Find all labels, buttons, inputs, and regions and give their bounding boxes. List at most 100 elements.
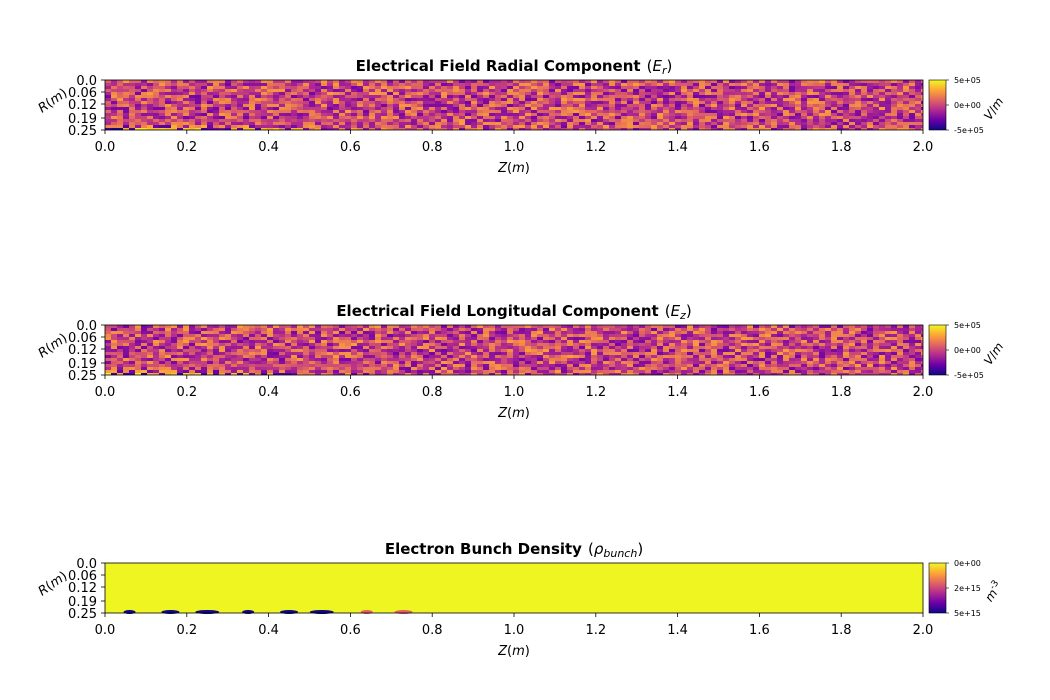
heatmap-cell: [567, 370, 573, 373]
heatmap-cell: [657, 364, 663, 367]
heatmap-cell: [207, 328, 213, 331]
heatmap-cell: [729, 334, 735, 337]
heatmap-cell: [597, 325, 603, 328]
heatmap-cell: [723, 92, 729, 95]
heatmap-cell: [363, 104, 369, 107]
heatmap-cell: [789, 334, 795, 337]
heatmap-cell: [735, 349, 741, 352]
heatmap-cell: [489, 107, 495, 110]
heatmap-cell: [783, 92, 789, 95]
heatmap-cell: [555, 325, 561, 328]
heatmap-cell: [519, 355, 525, 358]
heatmap-cell: [741, 104, 747, 107]
bunch-mark: [280, 610, 299, 614]
heatmap-cell: [699, 370, 705, 373]
heatmap-cell: [501, 373, 507, 375]
heatmap-cell: [339, 343, 345, 346]
heatmap-cell: [759, 122, 765, 125]
heatmap-cell: [861, 86, 867, 89]
heatmap-cell: [195, 125, 201, 128]
heatmap-cell: [237, 89, 243, 92]
heatmap-cell: [615, 116, 621, 119]
heatmap-cell: [195, 92, 201, 95]
heatmap-cell: [519, 343, 525, 346]
heatmap-cell: [723, 95, 729, 98]
heatmap-cell: [897, 328, 903, 331]
heatmap-cell: [435, 328, 441, 331]
heatmap-cell: [363, 89, 369, 92]
heatmap-cell: [363, 95, 369, 98]
heatmap-cell: [771, 95, 777, 98]
heatmap-cell: [567, 116, 573, 119]
heatmap-cell: [447, 334, 453, 337]
heatmap-cell: [447, 80, 453, 83]
heatmap-cell: [411, 352, 417, 355]
heatmap-cell: [345, 334, 351, 337]
heatmap-cell: [645, 83, 651, 86]
heatmap-cell: [669, 113, 675, 116]
heatmap-cell: [297, 89, 303, 92]
heatmap-cell: [855, 119, 861, 122]
heatmap-cell: [471, 355, 477, 358]
heatmap-cell: [357, 349, 363, 352]
heatmap-cell: [363, 328, 369, 331]
heatmap-cell: [387, 86, 393, 89]
heatmap-cell: [261, 331, 267, 334]
heatmap-cell: [429, 349, 435, 352]
heatmap-cell: [693, 80, 699, 83]
heatmap-cell: [309, 92, 315, 95]
heatmap-cell: [765, 334, 771, 337]
heatmap-cell: [459, 116, 465, 119]
heatmap-cell: [429, 89, 435, 92]
heatmap-cell: [363, 355, 369, 358]
heatmap-cell: [129, 119, 135, 122]
heatmap-cell: [627, 370, 633, 373]
heatmap-cell: [135, 343, 141, 346]
heatmap-cell: [561, 116, 567, 119]
heatmap-cell: [531, 110, 537, 113]
heatmap-cell: [711, 340, 717, 343]
heatmap-cell: [891, 101, 897, 104]
heatmap-cell: [147, 119, 153, 122]
heatmap-cell: [681, 331, 687, 334]
heatmap-cell: [369, 349, 375, 352]
heatmap-cell: [753, 101, 759, 104]
heatmap-cell: [585, 89, 591, 92]
heatmap-cell: [867, 98, 873, 101]
heatmap-cell: [243, 113, 249, 116]
heatmap-cell: [315, 89, 321, 92]
heatmap-cell: [291, 355, 297, 358]
heatmap-cell: [657, 334, 663, 337]
heatmap-cell: [129, 349, 135, 352]
heatmap-cell: [123, 83, 129, 86]
heatmap-cell: [225, 95, 231, 98]
heatmap-cell: [567, 86, 573, 89]
heatmap-cell: [237, 370, 243, 373]
heatmap-cell: [129, 355, 135, 358]
heatmap-cell: [693, 92, 699, 95]
heatmap-cell: [723, 119, 729, 122]
heatmap-cell: [435, 95, 441, 98]
heatmap-cell: [555, 122, 561, 125]
heatmap-cell: [387, 107, 393, 110]
heatmap-cell: [573, 104, 579, 107]
heatmap-cell: [891, 95, 897, 98]
heatmap-cell: [483, 358, 489, 361]
heatmap-cell: [483, 122, 489, 125]
heatmap-cell: [333, 101, 339, 104]
heatmap-cell: [705, 325, 711, 328]
heatmap-cell: [861, 122, 867, 125]
heatmap-cell: [219, 89, 225, 92]
heatmap-cell: [381, 370, 387, 373]
heatmap-cell: [405, 98, 411, 101]
heatmap-cell: [363, 337, 369, 340]
heatmap-cell: [213, 352, 219, 355]
heatmap-cell: [327, 328, 333, 331]
panel-title-symbol: E: [671, 302, 681, 320]
heatmap-cell: [915, 325, 921, 328]
heatmap-cell: [861, 128, 867, 130]
heatmap-cell: [699, 358, 705, 361]
heatmap-cell: [519, 104, 525, 107]
heatmap-cell: [255, 92, 261, 95]
heatmap-cell: [387, 346, 393, 349]
